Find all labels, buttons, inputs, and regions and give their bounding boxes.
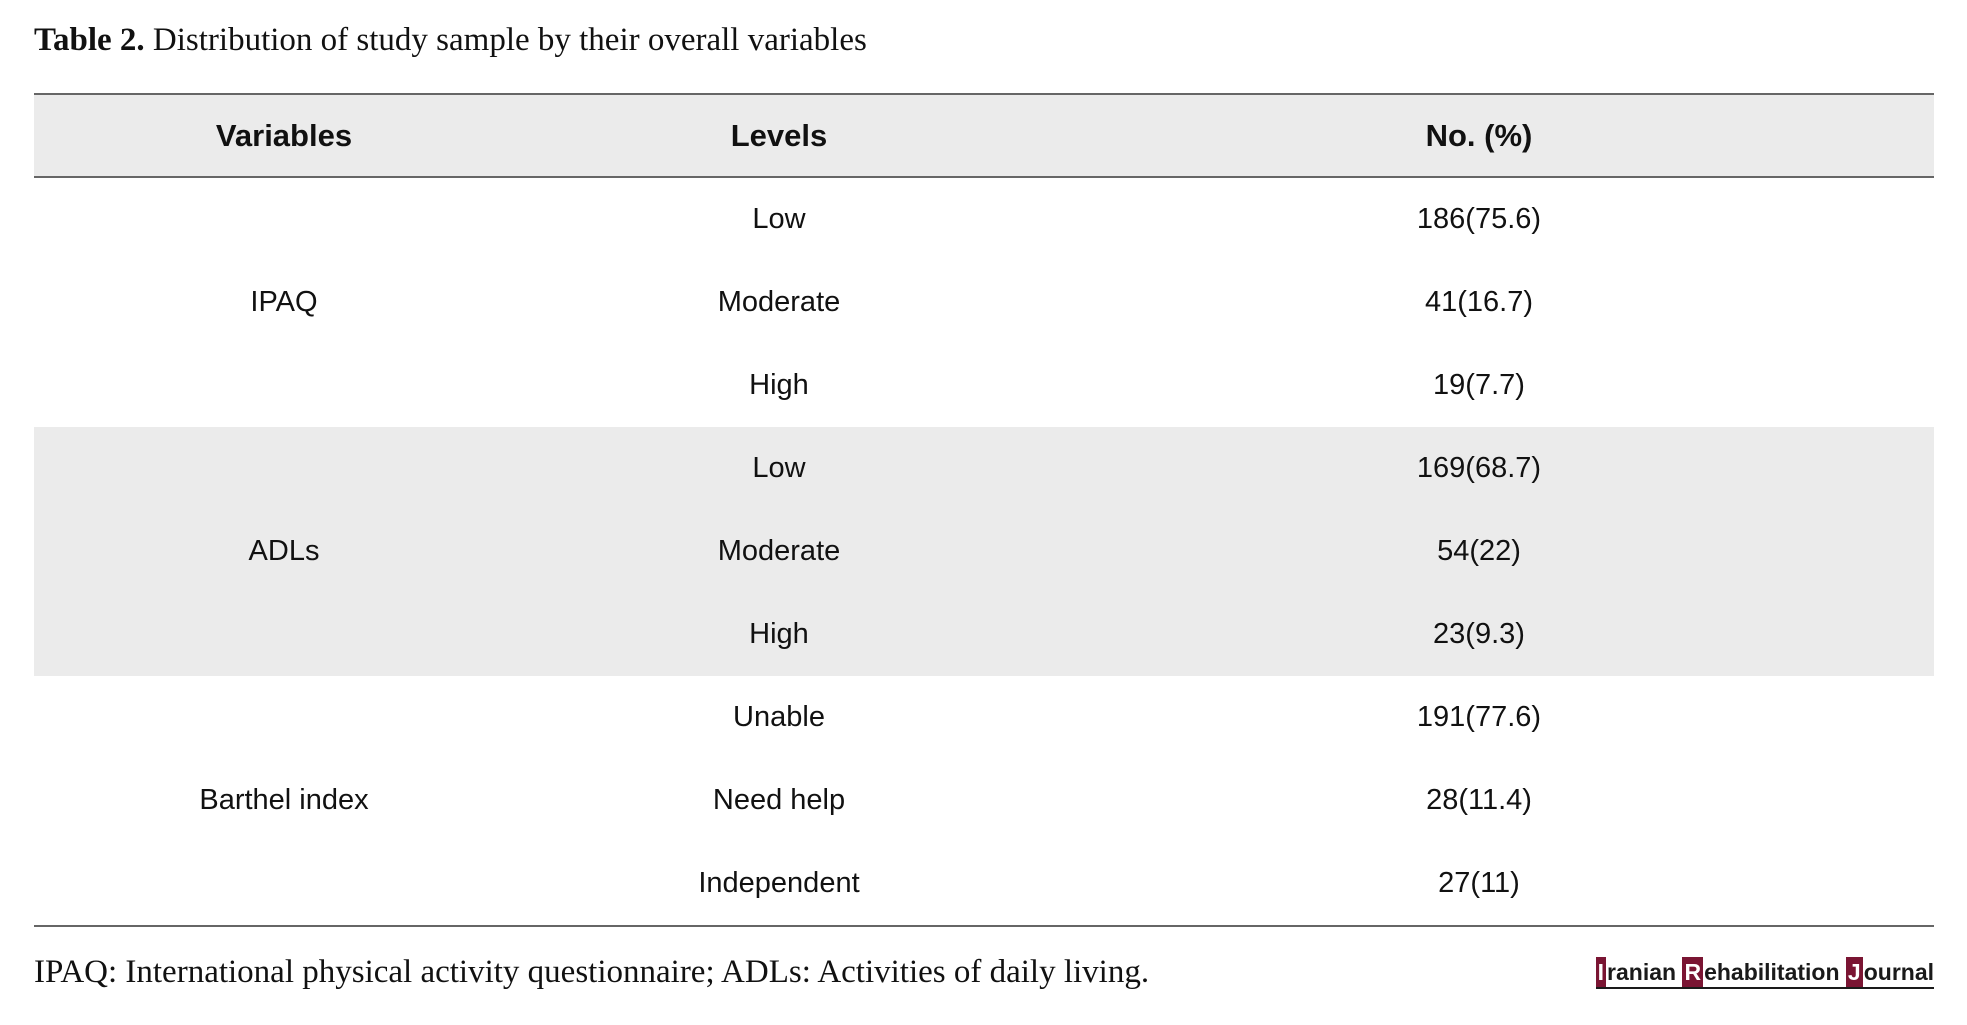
logo-initial: I [1595, 957, 1607, 987]
logo-initial: R [1682, 957, 1704, 987]
variable-cell-barthel: Barthel index [34, 676, 534, 927]
value-cell: 54(22) [1024, 510, 1934, 593]
value-cell: 27(11) [1024, 842, 1934, 927]
table-row: IPAQ Low 186(75.6) [34, 177, 1934, 318]
data-table-container: Variables Levels No. (%) IPAQ Low 186(75… [34, 93, 1934, 927]
value-cell: 41(16.7) [1424, 286, 1533, 318]
logo-word: ranian [1607, 959, 1677, 985]
table-row: Moderate 54(22) [34, 510, 1934, 593]
level-cell: High [534, 593, 1024, 676]
level-cell: Independent [534, 842, 1024, 927]
table-row: High 19(7.7) [34, 344, 1934, 427]
level-cell: Low [752, 203, 806, 235]
level-cell: Unable [733, 701, 825, 733]
table-row: High 23(9.3) [34, 593, 1934, 676]
value-cell: 191(77.6) [1416, 701, 1542, 733]
level-cell: Moderate [717, 286, 841, 318]
variable-cell-adls: ADLs [34, 427, 534, 676]
table-header-row: Variables Levels No. (%) [34, 93, 1934, 178]
table-footnote: IPAQ: International physical activity qu… [34, 954, 1150, 990]
header-variables: Variables [34, 93, 534, 178]
table-row: Independent 27(11) [34, 842, 1934, 927]
distribution-table: Variables Levels No. (%) IPAQ Low 186(75… [34, 93, 1934, 927]
variable-cell-ipaq: IPAQ [250, 286, 318, 318]
value-cell: 169(68.7) [1024, 427, 1934, 510]
logo-word: ournal [1863, 959, 1934, 985]
value-cell: 186(75.6) [1416, 203, 1542, 235]
header-count-percent: No. (%) [1024, 93, 1934, 178]
level-cell: Need help [712, 784, 846, 816]
level-cell: High [749, 369, 809, 401]
table-row: Barthel index Unable 191(77.6) [34, 676, 1934, 927]
table-row: Moderate 41(16.7) [34, 261, 1934, 344]
table-caption: Table 2. Distribution of study sample by… [34, 16, 867, 64]
value-cell: 28(11.4) [1426, 784, 1532, 816]
table-row: Need help 28(11.4) [34, 759, 1934, 842]
value-cell: 19(7.7) [1433, 369, 1525, 401]
caption-text: Distribution of study sample by their ov… [152, 22, 867, 58]
level-cell: Moderate [534, 510, 1024, 593]
level-cell: Low [534, 427, 1024, 510]
logo-word: ehabilitation [1704, 959, 1840, 985]
caption-label: Table 2. [34, 22, 145, 58]
value-cell: 23(9.3) [1024, 593, 1934, 676]
header-levels: Levels [534, 93, 1024, 178]
logo-initial: J [1845, 957, 1863, 987]
table-row: ADLs Low 169(68.7) [34, 427, 1934, 676]
